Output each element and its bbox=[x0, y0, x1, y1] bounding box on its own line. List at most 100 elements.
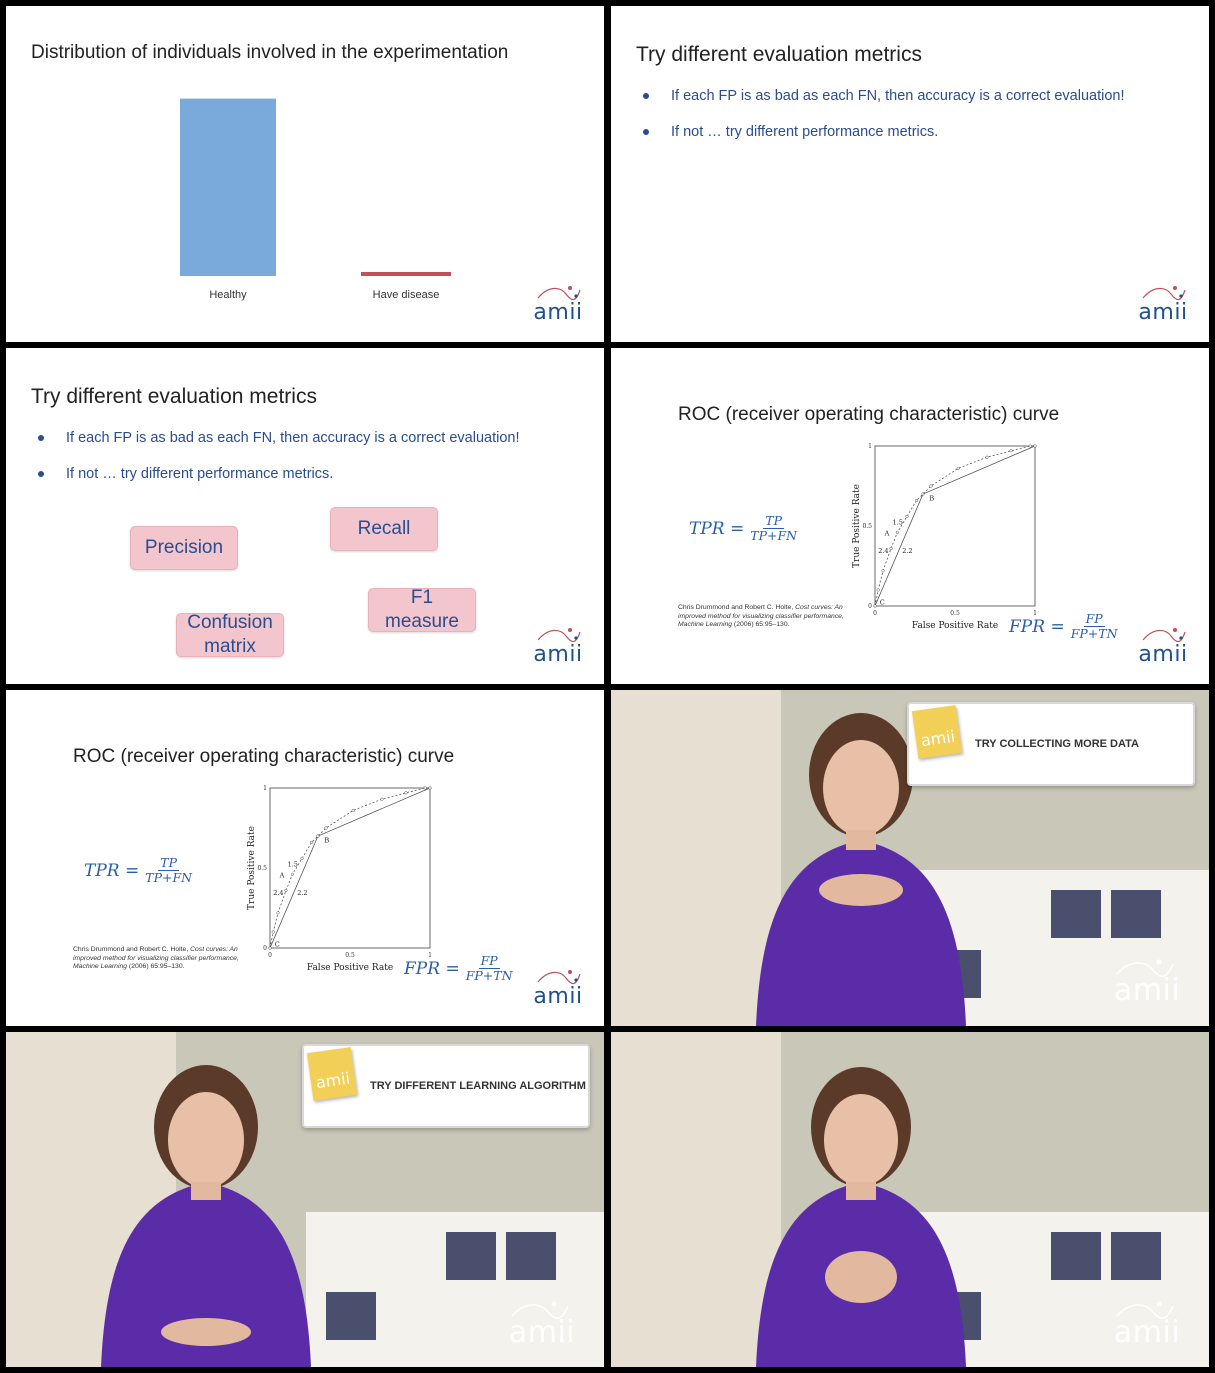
storage-box bbox=[506, 1232, 556, 1280]
y-axis-label: True Positive Rate bbox=[852, 484, 862, 568]
slide-title: ROC (receiver operating characteristic) … bbox=[73, 746, 455, 767]
point-label: 2.2 bbox=[297, 889, 307, 897]
y-tick-label: 0.5 bbox=[257, 865, 267, 872]
storage-box bbox=[446, 1232, 496, 1280]
presenter bbox=[756, 713, 966, 1026]
background-wall bbox=[611, 1032, 781, 1367]
bullet-item: If not … try different performance metri… bbox=[36, 464, 520, 500]
point-label: C bbox=[880, 598, 885, 606]
point-label: B bbox=[324, 836, 329, 844]
point-label: 1.5 bbox=[288, 860, 298, 868]
roc-point bbox=[428, 786, 432, 790]
point-label: 2.4 bbox=[273, 889, 283, 897]
tip-banner: amii TRY COLLECTING MORE DATA bbox=[907, 702, 1195, 786]
bullet-list: If each FP is as bad as each FN, then ac… bbox=[36, 428, 520, 500]
bar-category-label: Healthy bbox=[209, 289, 247, 301]
x-tick-label: 0 bbox=[268, 952, 272, 959]
x-tick-label: 0.5 bbox=[345, 952, 355, 959]
fpr-formula: FPR = FP FP+TN bbox=[404, 953, 513, 983]
roc-point bbox=[905, 514, 909, 518]
point-label: A bbox=[279, 872, 285, 880]
roc-point bbox=[895, 530, 899, 534]
banner-text: TRY DIFFERENT LEARNING ALGORITHM bbox=[370, 1080, 586, 1092]
chip-recall: Recall bbox=[330, 507, 438, 551]
point-label: A bbox=[884, 530, 890, 538]
roc-point bbox=[1009, 449, 1013, 453]
plot-frame bbox=[269, 787, 431, 949]
amii-logo: amii bbox=[1107, 1298, 1187, 1348]
tip-banner: amii TRY DIFFERENT LEARNING ALGORITHM bbox=[302, 1044, 590, 1128]
video-frame-collect-data: amii TRY COLLECTING MORE DATA amii bbox=[611, 690, 1209, 1026]
amii-logo: amii bbox=[528, 624, 588, 666]
bullet-item: If not … try different performance metri… bbox=[641, 122, 1125, 158]
y-tick-label: 0 bbox=[263, 945, 267, 952]
roc-point bbox=[300, 856, 304, 860]
slide-title: Try different evaluation metrics bbox=[31, 385, 317, 408]
slide-metrics: Try different evaluation metrics If each… bbox=[611, 6, 1209, 342]
point-label: B bbox=[929, 494, 934, 502]
amii-sticky-note: amii bbox=[306, 1047, 358, 1101]
roc-point bbox=[324, 826, 328, 830]
roc-point bbox=[290, 872, 294, 876]
amii-sticky-note: amii bbox=[911, 705, 963, 759]
roc-point bbox=[1028, 444, 1032, 448]
roc-point bbox=[881, 569, 885, 573]
roc-point bbox=[268, 946, 272, 950]
roc-point bbox=[310, 840, 314, 844]
tpr-formula: TPR = TP TP+FN bbox=[689, 513, 798, 543]
slide-roc: ROC (receiver operating characteristic) … bbox=[611, 348, 1209, 684]
roc-point bbox=[351, 808, 355, 812]
video-frame-learning-algorithm: amii TRY DIFFERENT LEARNING ALGORITHM am… bbox=[6, 1032, 604, 1367]
bullet-item: If each FP is as bad as each FN, then ac… bbox=[36, 428, 520, 464]
roc-point bbox=[956, 466, 960, 470]
y-tick-label: 1 bbox=[868, 443, 872, 450]
amii-logo: amii bbox=[1133, 624, 1193, 666]
fpr-formula: FPR = FP FP+TN bbox=[1009, 611, 1118, 641]
bar bbox=[180, 98, 276, 277]
roc-chart: 0 0.5 1 0 0.5 1 False Positive Rate True Positi… bbox=[852, 443, 1037, 631]
amii-logo: amii bbox=[1107, 956, 1187, 1006]
storage-box bbox=[1051, 1232, 1101, 1280]
roc-point bbox=[876, 588, 880, 592]
roc-point bbox=[915, 498, 919, 502]
amii-logo: amii bbox=[528, 966, 588, 1008]
bullet-list: If each FP is as bad as each FN, then ac… bbox=[641, 86, 1125, 158]
point-label: 1.5 bbox=[893, 518, 903, 526]
bar-category-label: Have disease bbox=[373, 289, 440, 301]
plot-frame bbox=[874, 445, 1036, 607]
roc-point bbox=[423, 786, 427, 790]
bar-chart: Healthy Have disease bbox=[180, 98, 451, 301]
chip-precision: Precision bbox=[130, 526, 238, 570]
presenter bbox=[101, 1065, 311, 1367]
slide-title: Try different evaluation metrics bbox=[636, 43, 922, 66]
banner-text: TRY COLLECTING MORE DATA bbox=[975, 738, 1139, 750]
y-tick-label: 1 bbox=[263, 785, 267, 792]
storage-box bbox=[326, 1292, 376, 1340]
roc-point bbox=[1033, 444, 1037, 448]
background-wall bbox=[611, 690, 781, 1026]
citation: Chris Drummond and Robert C. Holte, Cost… bbox=[678, 604, 844, 628]
point-label: 2.4 bbox=[878, 547, 888, 555]
roc-point bbox=[889, 546, 893, 550]
x-tick-label: 0 bbox=[873, 610, 877, 617]
roc-point bbox=[271, 930, 275, 934]
chip-confusion-matrix: Confusion matrix bbox=[176, 612, 284, 657]
roc-point bbox=[929, 484, 933, 488]
x-axis-label: False Positive Rate bbox=[307, 963, 393, 973]
amii-logo: amii bbox=[1133, 282, 1193, 324]
x-tick-label: 0.5 bbox=[950, 610, 960, 617]
video-frame-presenter: amii bbox=[611, 1032, 1209, 1367]
y-tick-label: 0 bbox=[868, 603, 872, 610]
chip-f1-measure: F1 measure bbox=[368, 587, 476, 632]
roc-chart: 0 0.5 1 0 0.5 1 False Positive Rate True Positi… bbox=[247, 785, 432, 973]
roc-point bbox=[985, 455, 989, 459]
slide-title: Distribution of individuals involved in … bbox=[31, 42, 509, 63]
storage-box bbox=[1051, 890, 1101, 938]
presenter bbox=[756, 1067, 966, 1367]
roc-point bbox=[284, 888, 288, 892]
bullet-item: If each FP is as bad as each FN, then ac… bbox=[641, 86, 1125, 122]
slide-metrics-options: Try different evaluation metrics If each… bbox=[6, 348, 604, 684]
bar bbox=[361, 272, 451, 276]
amii-logo: amii bbox=[502, 1298, 582, 1348]
x-tick-label: 1 bbox=[428, 952, 432, 959]
